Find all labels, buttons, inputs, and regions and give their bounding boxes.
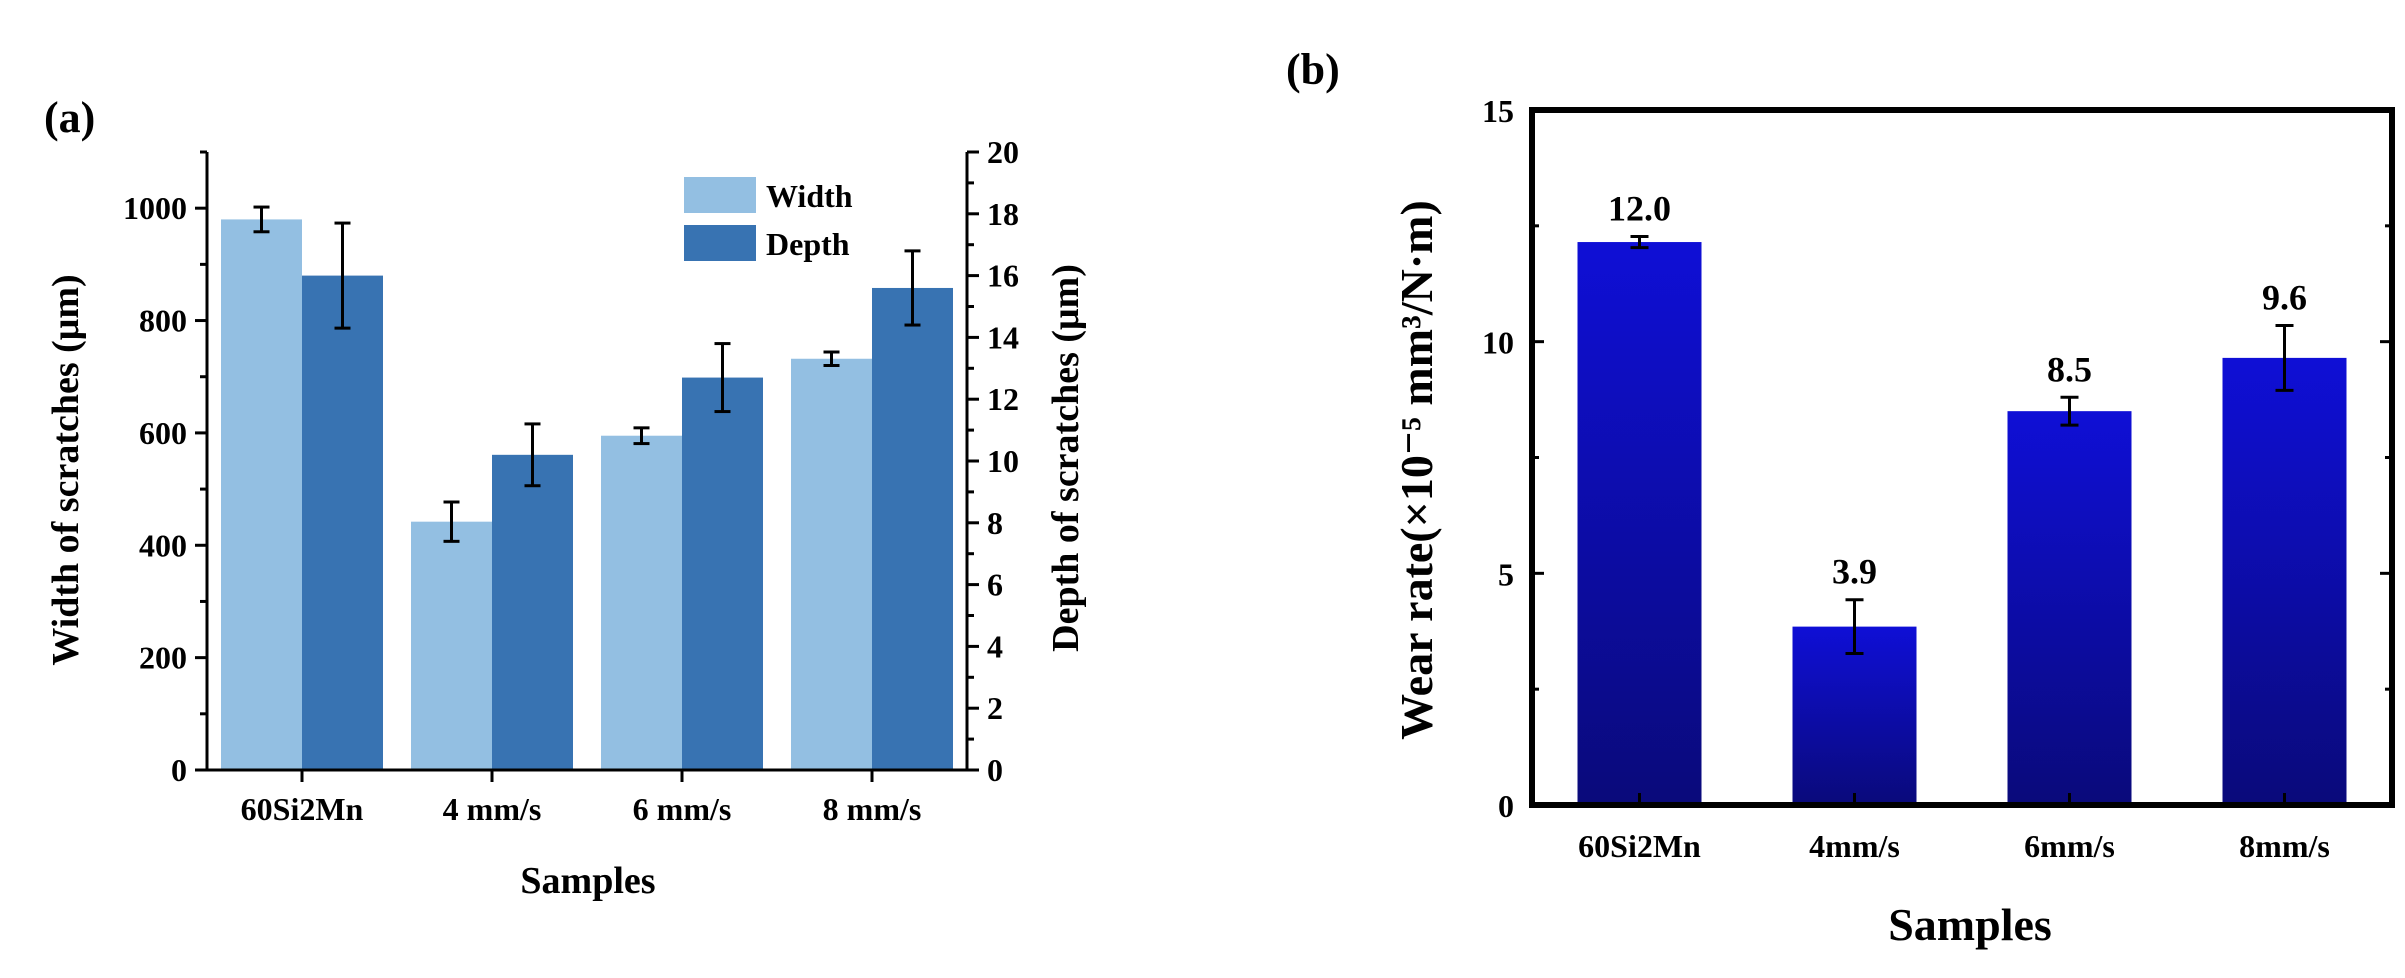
y2-tick-label: 6	[987, 567, 1003, 603]
panel-a-label: (a)	[44, 93, 95, 142]
y2-tick-label: 8	[987, 505, 1003, 541]
chart-b-bars	[1577, 242, 2347, 806]
y-tick-label: 800	[139, 303, 187, 339]
chart-b: (b) 12.0 3.9 8.5 9.6 60Si2Mn 4mm/s 6mm/s 8mm/s…	[1286, 45, 2395, 950]
chart-b-ylabel: Wear rate(×10⁻⁵ mm³/N·m)	[1391, 200, 1442, 740]
chart-a-y2label: Depth of scratches (μm)	[1045, 264, 1087, 652]
wear-rate-data-label: 3.9	[1832, 552, 1877, 592]
y-tick-label: 400	[139, 527, 187, 563]
depth-bar	[682, 377, 763, 770]
legend-label-depth: Depth	[766, 226, 850, 262]
chart-a-error-bars	[253, 205, 921, 543]
wear-rate-bar	[2222, 357, 2347, 805]
chart-a-ylabel: Width of scratches (μm)	[45, 274, 87, 665]
chart-a-ticks: 60Si2Mn 4 mm/s 6 mm/s 8 mm/s020040060080010…	[123, 134, 1019, 827]
y-tick-label: 0	[171, 752, 187, 788]
chart-a-xlabel: Samples	[520, 860, 655, 902]
wear-rate-bar	[1577, 242, 1702, 806]
wear-rate-data-label: 8.5	[2047, 349, 2092, 389]
wear-rate-bar	[1792, 626, 1917, 805]
chart-a-bars	[221, 219, 953, 770]
x-tick-label: 4mm/s	[1809, 828, 1900, 864]
wear-rate-data-label: 12.0	[1608, 188, 1671, 228]
chart-a: (a) 60Si2Mn 4 mm/s 6 mm/s 8 mm/s02004006008…	[44, 93, 1087, 902]
legend-label-width: Width	[766, 178, 853, 214]
x-tick-label: 60Si2Mn	[241, 791, 364, 827]
y2-tick-label: 0	[987, 752, 1003, 788]
y-tick-label: 15	[1482, 93, 1514, 129]
width-bar	[411, 521, 492, 770]
y-tick-label: 200	[139, 640, 187, 676]
y2-tick-label: 18	[987, 196, 1019, 232]
depth-bar	[872, 287, 953, 770]
y-tick-label: 1000	[123, 190, 187, 226]
y-tick-label: 10	[1482, 325, 1514, 361]
y2-tick-label: 16	[987, 258, 1019, 294]
y-tick-label: 0	[1498, 788, 1514, 824]
chart-a-legend: Width Depth	[684, 177, 853, 262]
y2-tick-label: 14	[987, 319, 1019, 355]
y2-tick-label: 12	[987, 381, 1019, 417]
x-tick-label: 60Si2Mn	[1578, 828, 1701, 864]
chart-b-data-labels: 12.0 3.9 8.5 9.6	[1608, 188, 2307, 591]
y2-tick-label: 2	[987, 690, 1003, 726]
panel-b-label: (b)	[1286, 45, 1340, 94]
y2-tick-label: 20	[987, 134, 1019, 170]
x-tick-label: 8mm/s	[2239, 828, 2330, 864]
legend-swatch-depth	[684, 225, 756, 261]
chart-b-ticks: 60Si2Mn 4mm/s 6mm/s 8mm/s 0 5 10 15	[1482, 93, 2392, 864]
x-tick-label: 8 mm/s	[823, 791, 922, 827]
y-tick-label: 600	[139, 415, 187, 451]
depth-bar	[492, 454, 573, 770]
wear-rate-data-label: 9.6	[2262, 277, 2307, 317]
width-bar	[221, 219, 302, 770]
x-tick-label: 6 mm/s	[633, 791, 732, 827]
y-tick-label: 5	[1498, 556, 1514, 592]
x-tick-label: 4 mm/s	[443, 791, 542, 827]
y2-tick-label: 10	[987, 443, 1019, 479]
x-tick-label: 6mm/s	[2024, 828, 2115, 864]
y2-tick-label: 4	[987, 628, 1003, 664]
legend-swatch-width	[684, 177, 756, 213]
depth-bar	[302, 275, 383, 770]
wear-rate-bar	[2007, 411, 2132, 805]
chart-b-xlabel: Samples	[1888, 899, 2052, 950]
chart-b-error-bars	[1630, 234, 2294, 655]
width-bar	[791, 358, 872, 770]
width-bar	[601, 435, 682, 770]
